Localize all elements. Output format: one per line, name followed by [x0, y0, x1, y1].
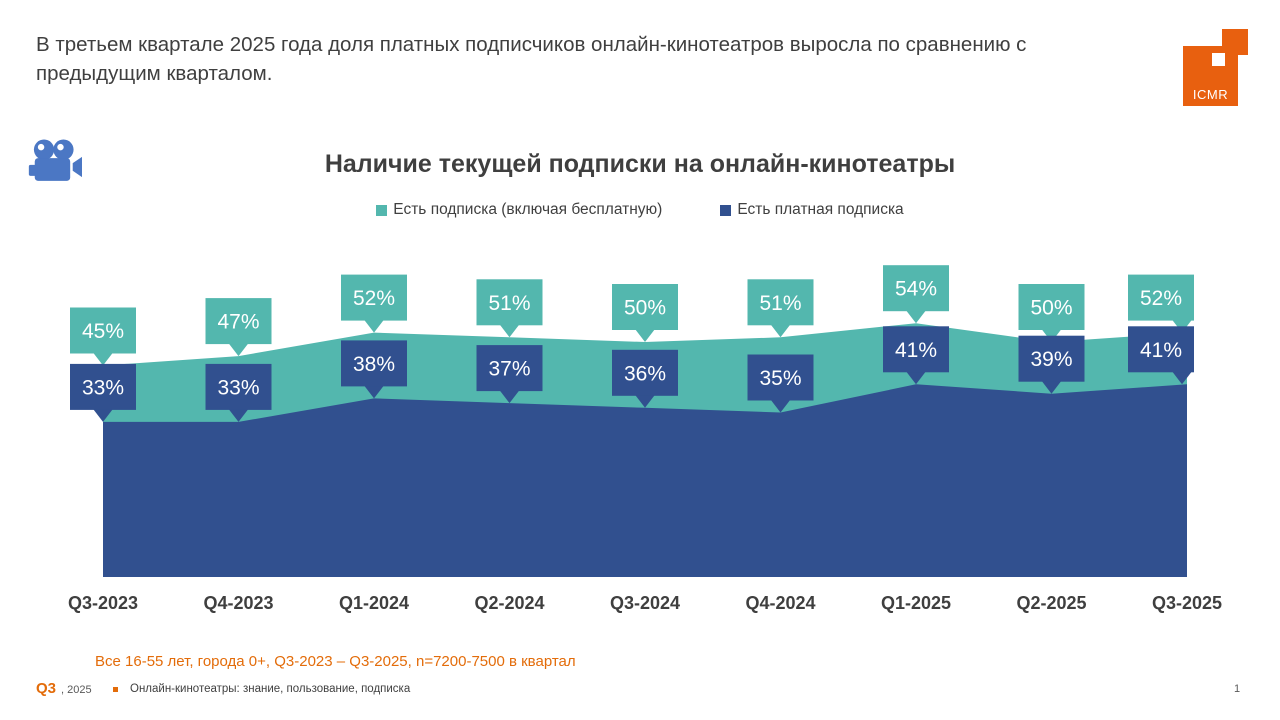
data-label-callout-blue: 33%	[70, 363, 136, 422]
data-label-callout-blue: 33%	[205, 363, 272, 422]
data-label-callout-blue: 36%	[612, 349, 678, 408]
x-axis-label: Q2-2024	[474, 593, 544, 613]
data-label-callout-teal: 47%	[205, 298, 272, 357]
slide-footer: Q3 , 2025 Онлайн-кинотеатры: знание, пол…	[0, 680, 1280, 706]
legend-label-any-subscription: Есть подписка (включая бесплатную)	[393, 201, 663, 218]
footer-quarter: Q3	[36, 680, 57, 697]
legend-item-paid-subscription: Есть платная подписка	[720, 201, 904, 219]
data-label-callout-blue: 39%	[1018, 335, 1085, 394]
x-axis-label: Q4-2024	[745, 593, 815, 613]
data-label-value: 45%	[82, 320, 124, 343]
data-label-callout-teal: 52%	[1128, 274, 1194, 333]
data-label-value: 38%	[353, 353, 395, 376]
data-label-value: 51%	[759, 292, 801, 315]
data-label-callout-teal: 50%	[612, 284, 678, 342]
x-axis-label: Q4-2023	[203, 593, 273, 613]
icmr-logo-square-small	[1209, 50, 1228, 69]
data-label-value: 52%	[1140, 287, 1182, 310]
data-label-value: 52%	[353, 287, 395, 310]
legend-swatch-blue	[720, 204, 732, 216]
data-label-callout-blue: 35%	[747, 354, 814, 413]
footer-bullet-icon	[113, 687, 118, 692]
legend-item-any-subscription: Есть подписка (включая бесплатную)	[376, 201, 662, 219]
area-series-1	[103, 384, 1187, 577]
x-axis-label: Q1-2024	[339, 593, 409, 613]
data-label-callout-blue: 41%	[883, 326, 949, 385]
data-label-callout-teal: 51%	[476, 279, 543, 338]
data-label-callout-teal: 45%	[70, 307, 136, 366]
data-label-callout-teal: 54%	[883, 265, 949, 324]
sample-footnote: Все 16-55 лет, города 0+, Q3-2023 – Q3-2…	[95, 653, 576, 670]
data-label-value: 36%	[624, 362, 666, 385]
data-label-callout-teal: 50%	[1018, 284, 1085, 342]
data-label-value: 39%	[1030, 348, 1072, 371]
x-axis-label: Q3-2023	[68, 593, 138, 613]
data-label-value: 47%	[217, 311, 259, 334]
data-label-callout-teal: 52%	[341, 274, 407, 333]
data-label-value: 37%	[488, 358, 530, 381]
subscription-area-chart: 45% 47% 52% 51% 50% 51% 54% 50% 52% 33% 33% 38% 37% 3…	[68, 265, 1222, 613]
data-label-value: 35%	[759, 367, 801, 390]
x-axis-label: Q1-2025	[881, 593, 951, 613]
data-label-value: 33%	[217, 376, 259, 399]
data-label-callout-blue: 41%	[1128, 326, 1194, 385]
data-label-value: 33%	[82, 376, 124, 399]
movie-camera-icon	[28, 136, 82, 192]
data-label-value: 50%	[1030, 297, 1072, 320]
legend-label-paid-subscription: Есть платная подписка	[737, 201, 904, 218]
data-label-value: 54%	[895, 278, 937, 301]
legend-swatch-teal	[376, 204, 388, 216]
x-axis-label: Q3-2025	[1152, 593, 1222, 613]
data-label-callout-blue: 37%	[476, 345, 543, 404]
data-label-callout-blue: 38%	[341, 340, 407, 399]
x-axis-label: Q2-2025	[1016, 593, 1086, 613]
x-axis-label: Q3-2024	[610, 593, 680, 613]
data-label-callout-teal: 51%	[747, 279, 814, 338]
data-label-value: 41%	[1140, 339, 1182, 362]
page-number: 1	[1234, 683, 1241, 695]
data-label-value: 51%	[488, 292, 530, 315]
footer-report-title: Онлайн-кинотеатры: знание, пользование, …	[130, 683, 411, 695]
data-label-value: 50%	[624, 297, 666, 320]
headline-statement: В третьем квартале 2025 года доля платны…	[36, 33, 1027, 86]
chart-title: Наличие текущей подписки на онлайн-кинот…	[324, 150, 956, 178]
icmr-logo-text: ICMR	[1192, 87, 1229, 102]
data-label-value: 41%	[895, 339, 937, 362]
chart-legend: Есть подписка (включая бесплатную) Есть …	[0, 201, 1280, 219]
footer-year: , 2025	[61, 684, 92, 696]
